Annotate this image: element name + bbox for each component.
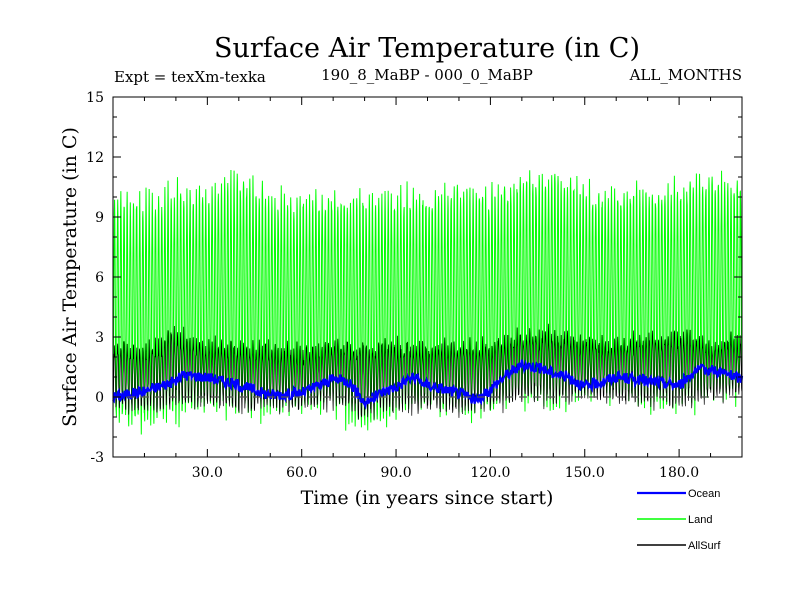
x-axis-label: Time (in years since start) [301, 487, 554, 509]
series-line-allsurf [112, 323, 743, 420]
y-tick-label: -3 [90, 450, 104, 466]
legend-label-ocean: Ocean [688, 488, 720, 500]
y-tick-label: 3 [95, 330, 104, 346]
series-line-ocean [112, 359, 744, 410]
series-layer [112, 169, 744, 435]
chart-title: Surface Air Temperature (in C) [214, 33, 640, 64]
subtitle-period: 190_8_MaBP - 000_0_MaBP [321, 66, 533, 84]
legend-label-allsurf: AllSurf [688, 540, 721, 552]
x-tick-label: 120.0 [470, 465, 510, 481]
x-tick-label: 30.0 [192, 465, 223, 481]
y-tick-label: 0 [95, 390, 104, 406]
subtitle-months: ALL_MONTHS [629, 66, 742, 84]
y-tick-label: 15 [86, 90, 104, 106]
legend: Ocean Land AllSurf [637, 488, 721, 552]
tick-layer: -3 0 3 6 9 12 15 30.0 60.0 90.0 120.0 150.0 180.0 [86, 90, 742, 481]
x-tick-label: 180.0 [659, 465, 699, 481]
y-tick-label: 9 [95, 210, 104, 226]
y-tick-label: 12 [86, 150, 104, 166]
x-tick-label: 60.0 [286, 465, 317, 481]
x-tick-label: 150.0 [565, 465, 605, 481]
subtitle-experiment: Expt = texXm-texka [114, 68, 266, 86]
x-tick-label: 90.0 [380, 465, 411, 481]
y-axis-label: Surface Air Temperature (in C) [59, 127, 81, 427]
legend-label-land: Land [688, 514, 712, 526]
y-tick-label: 6 [95, 270, 104, 286]
